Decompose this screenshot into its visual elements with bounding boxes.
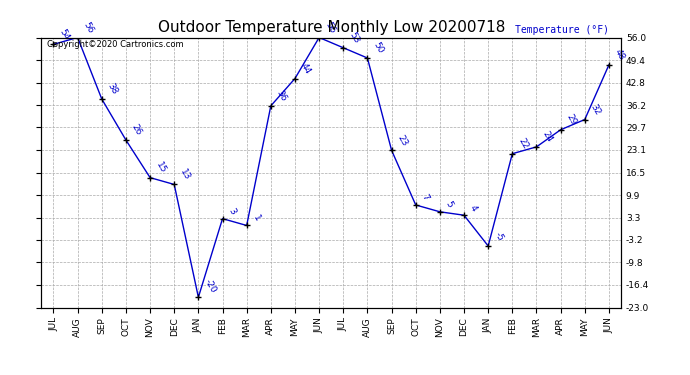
Text: 26: 26	[130, 123, 144, 137]
Text: 5: 5	[444, 200, 455, 209]
Text: 38: 38	[106, 82, 119, 96]
Text: -20: -20	[203, 277, 217, 294]
Text: 13: 13	[179, 167, 192, 182]
Text: -5: -5	[493, 231, 504, 243]
Text: 3: 3	[227, 206, 237, 216]
Text: 56: 56	[82, 20, 95, 35]
Text: 32: 32	[589, 102, 602, 117]
Text: 1: 1	[251, 213, 262, 223]
Text: 23: 23	[396, 133, 409, 147]
Text: 36: 36	[275, 88, 288, 103]
Text: Copyright©2020 Cartronics.com: Copyright©2020 Cartronics.com	[47, 40, 184, 49]
Text: 44: 44	[299, 62, 313, 76]
Text: 15: 15	[155, 160, 168, 175]
Text: 48: 48	[613, 48, 627, 62]
Text: 24: 24	[541, 130, 554, 144]
Text: 50: 50	[372, 41, 385, 55]
Text: 53: 53	[348, 30, 361, 45]
Text: 56: 56	[324, 20, 337, 35]
Text: 4: 4	[469, 203, 479, 213]
Title: Outdoor Temperature Monthly Low 20200718: Outdoor Temperature Monthly Low 20200718	[157, 20, 505, 35]
Text: 22: 22	[517, 136, 530, 151]
Text: 54: 54	[58, 27, 71, 42]
Text: 7: 7	[420, 193, 431, 202]
Text: Temperature (°F): Temperature (°F)	[515, 25, 609, 35]
Text: 29: 29	[565, 112, 578, 127]
